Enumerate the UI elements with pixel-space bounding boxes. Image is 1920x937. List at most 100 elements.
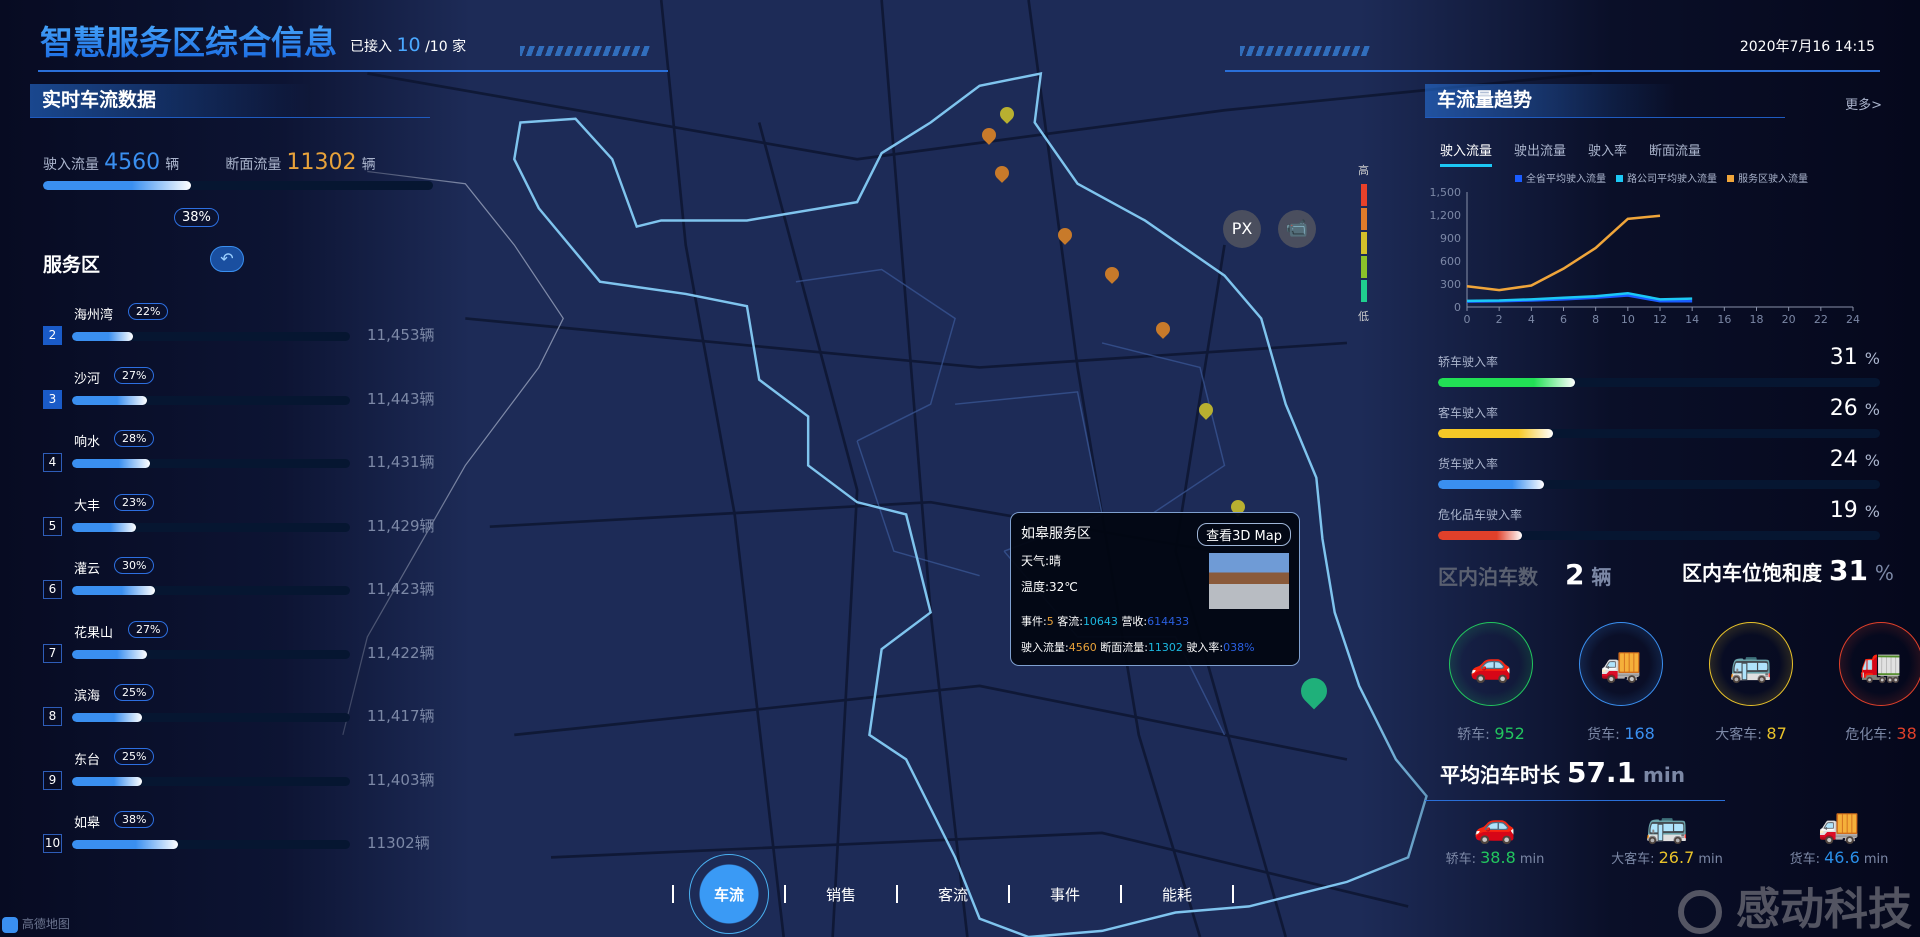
nav-separator [1232, 885, 1234, 903]
rate-progress-bar [1438, 378, 1880, 387]
rank-number: 7 [43, 643, 62, 663]
nav-separator [784, 885, 786, 903]
trend-tab-2[interactable]: 驶入率 [1588, 144, 1628, 159]
service-area-item[interactable]: 灌云 30% 6 11,423辆 [0, 554, 440, 614]
datetime: 2020年7月16 14:15 [1739, 39, 1875, 55]
rate-value: 31 % [1829, 345, 1880, 370]
tooltip-title: 如皋服务区 [1021, 526, 1091, 542]
x-tick-label: 20 [1782, 313, 1796, 325]
service-area-count: 11,423辆 [367, 580, 435, 598]
realtime-progress-bar [43, 181, 433, 190]
legend-segment [1361, 208, 1367, 230]
divider [1425, 800, 1725, 801]
avg-parking-item: 🚚 货车: 46.6 min [1774, 806, 1904, 870]
realtime-rate-badge: 38% [174, 208, 219, 227]
legend-high-label: 高 [1358, 164, 1369, 177]
service-area-item[interactable]: 滨海 25% 8 11,417辆 [0, 681, 440, 741]
x-tick-label: 22 [1814, 313, 1828, 325]
trend-tab-3[interactable]: 断面流量 [1649, 144, 1702, 159]
header-decoration [520, 46, 650, 56]
service-area-progress-bar [72, 459, 350, 468]
vehicle-stat: 🚛 危化车: 38 [1826, 622, 1920, 744]
nav-tab-3[interactable]: 事件 [1049, 885, 1080, 904]
service-area-rate-badge: 38% [114, 811, 155, 828]
trend-tab-1[interactable]: 驶出流量 [1514, 144, 1567, 159]
rate-progress-bar [1438, 480, 1880, 489]
nav-tab-2[interactable]: 客流 [937, 885, 968, 904]
y-tick-label: 300 [1440, 278, 1461, 291]
y-tick-label: 1,500 [1430, 186, 1462, 199]
y-tick-label: 900 [1440, 232, 1461, 245]
x-tick-label: 14 [1685, 313, 1699, 325]
rank-number: 6 [43, 580, 62, 599]
car-icon: 🚗 [1473, 806, 1517, 846]
service-area-count: 11,422辆 [367, 643, 435, 662]
service-area-rate-badge: 28% [114, 430, 155, 447]
service-area-progress-bar [72, 395, 350, 405]
service-area-progress-bar [72, 522, 350, 532]
rank-number: 4 [43, 453, 62, 472]
vehicle-stat: 🚌 大客车: 87 [1696, 622, 1806, 744]
view-3d-map-button[interactable]: 查看3D Map [1197, 523, 1291, 546]
header-line [1225, 70, 1880, 72]
x-tick-label: 16 [1717, 313, 1731, 325]
parking-count: 区内泊车数 2 辆 [1438, 558, 1612, 591]
service-area-progress-bar [72, 713, 350, 722]
service-area-item[interactable]: 响水 28% 4 11,431辆 [0, 427, 440, 487]
amap-logo-icon [2, 916, 18, 933]
nav-tab-4[interactable]: 能耗 [1161, 885, 1192, 904]
rate-value: 24 % [1829, 447, 1880, 472]
service-area-item[interactable]: 沙河 27% 3 11,443辆 [0, 364, 440, 424]
y-tick-label: 1,200 [1430, 209, 1462, 222]
px-button[interactable]: PX [1223, 210, 1261, 248]
service-area-name: 海州湾 [74, 308, 114, 323]
rate-label: 轿车驶入率 [1438, 355, 1499, 369]
service-area-item[interactable]: 花果山 27% 7 11,422辆 [0, 618, 440, 678]
bus-icon: 🚌 [1645, 806, 1689, 846]
legend-segment [1361, 280, 1367, 302]
header-line [38, 70, 668, 72]
realtime-title: 实时车流数据 [30, 84, 430, 118]
legend-swatch [1515, 175, 1522, 182]
legend-segment [1361, 232, 1367, 254]
nav-tab-1[interactable]: 销售 [825, 885, 856, 904]
watermark-logo-icon [1678, 890, 1722, 934]
legend-segment [1361, 184, 1367, 206]
rate-label: 危化品车驶入率 [1438, 508, 1523, 522]
rate-label: 客车驶入率 [1438, 406, 1499, 420]
avg-parking-item: 🚗 轿车: 38.8 min [1430, 806, 1560, 870]
trend-tab-0[interactable]: 驶入流量 [1440, 140, 1493, 167]
service-area-item[interactable]: 如皋 38% 10 11302辆 [0, 808, 440, 868]
tooltip-stats: 事件:5 客流:10643 营收:614433 [1021, 615, 1190, 628]
realtime-stats: 驶入流量 4560 辆 断面流量 11302 辆 [43, 150, 376, 175]
service-area-rate-badge: 30% [114, 557, 155, 574]
x-tick-label: 12 [1653, 313, 1667, 325]
back-arrow-icon[interactable]: ↶ [210, 246, 244, 272]
legend-segment [1361, 256, 1367, 278]
x-tick-label: 6 [1560, 313, 1567, 325]
x-tick-label: 18 [1750, 313, 1764, 325]
service-area-count: 11,403辆 [367, 770, 435, 789]
vehicle-stat: 🚚 货车: 168 [1566, 622, 1676, 744]
x-tick-label: 24 [1846, 313, 1860, 325]
rate-label: 货车驶入率 [1438, 457, 1499, 471]
x-tick-label: 0 [1464, 313, 1471, 325]
rate-progress-bar [1438, 531, 1880, 540]
service-area-item[interactable]: 海州湾 22% 2 11,453辆 [0, 300, 440, 360]
service-title: 服务区 [43, 254, 101, 276]
service-area-count: 11,453辆 [367, 326, 435, 344]
rate-value: 19 % [1829, 498, 1880, 523]
service-area-rate-badge: 27% [114, 366, 155, 384]
nav-tab-0[interactable]: 车流 [689, 854, 769, 934]
trend-title: 车流量趋势 [1425, 84, 1785, 118]
service-area-count: 11302辆 [367, 834, 430, 852]
rank-number: 9 [43, 770, 62, 790]
more-link[interactable]: 更多> [1845, 98, 1882, 113]
service-area-item[interactable]: 大丰 23% 5 11,429辆 [0, 491, 440, 551]
x-tick-label: 4 [1528, 313, 1535, 325]
surveillance-camera-icon[interactable]: 📹 [1278, 210, 1316, 248]
chart-legend-item: 服务区驶入流量 [1727, 170, 1808, 185]
service-area-item[interactable]: 东台 25% 9 11,403辆 [0, 745, 440, 805]
legend-swatch [1727, 175, 1734, 182]
connected-count: 已接入 10 /10 家 [350, 34, 467, 56]
